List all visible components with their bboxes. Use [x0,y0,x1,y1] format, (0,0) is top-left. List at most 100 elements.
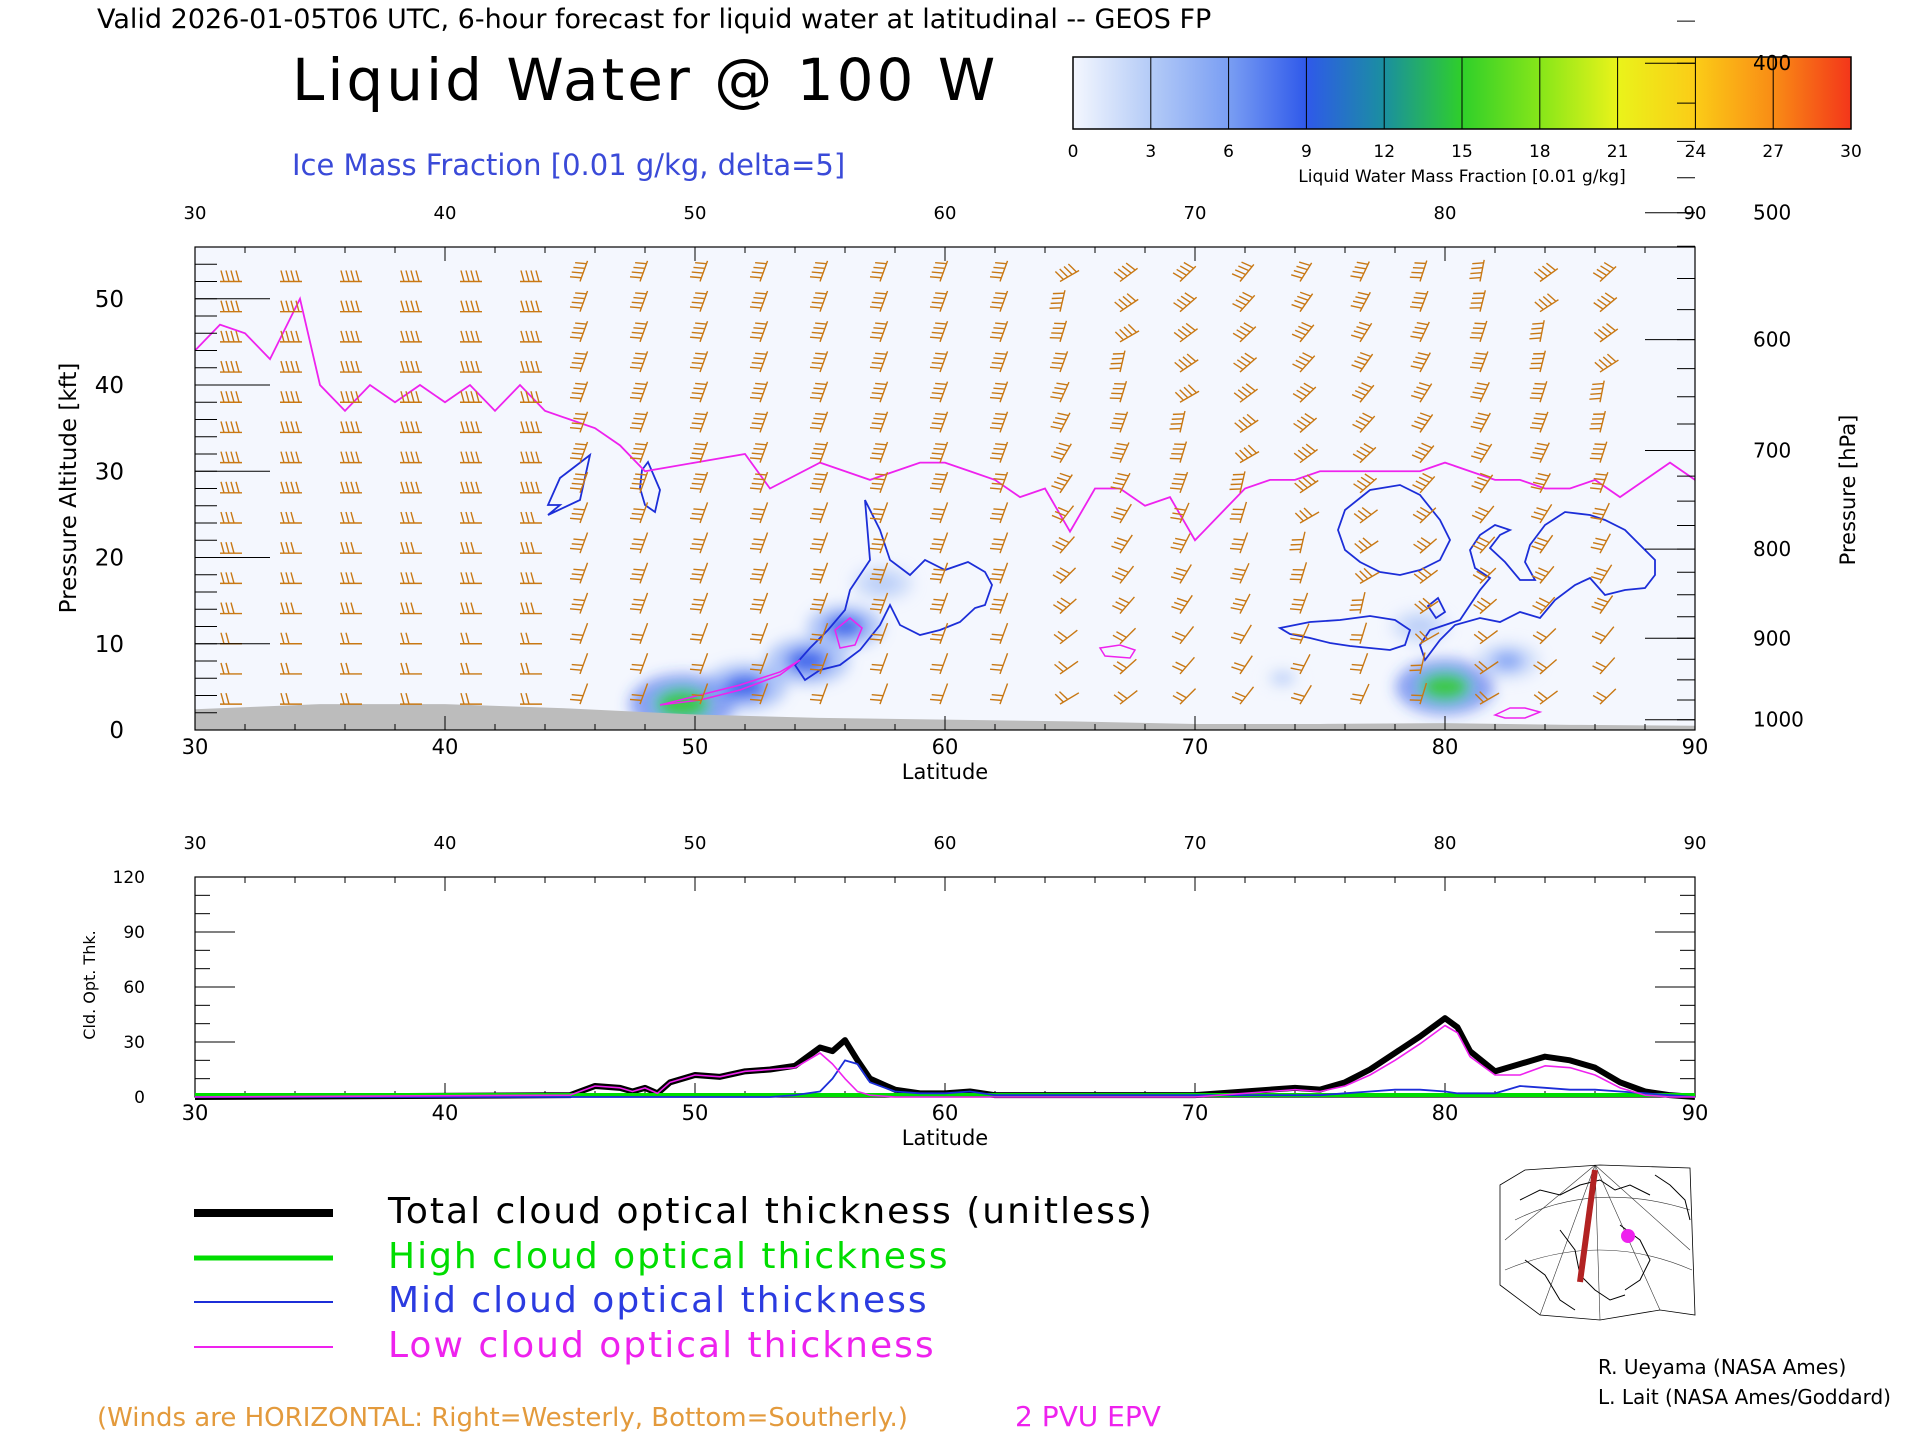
ice-contour-b [639,460,661,514]
main-top-tick-label: 50 [684,203,707,224]
colorbar-tick-label: 9 [1301,142,1312,162]
wind-barb [749,622,769,644]
wind-barb [809,592,829,614]
wind-barb [280,662,302,675]
wind-barb [569,532,589,554]
wind-barb [1472,536,1496,554]
main-top-tick-label: 80 [1434,203,1457,224]
bottom-bottom-tick-label: 60 [932,1101,959,1125]
wind-barb [629,320,649,343]
wind-barb [629,381,649,403]
wind-barb [1591,595,1614,614]
wind-barb [1349,591,1366,614]
wind-barb [929,381,949,403]
wind-barb [1410,321,1430,343]
wind-barb [1410,382,1433,403]
wind-barb [869,351,889,373]
bottom-top-tick-label: 90 [1684,833,1707,854]
wind-barb [1230,624,1252,645]
wind-barb [1054,691,1080,705]
wind-barb [1412,472,1436,494]
wind-barb [929,471,949,494]
wind-barb [460,511,482,524]
wind-barb [460,542,482,554]
wind-barb [1470,442,1493,463]
wind-barb [340,391,362,403]
mid-thickness-line [195,1059,1696,1098]
wind-barb [520,511,542,524]
wind-barb [460,300,482,313]
wind-barb [689,320,709,343]
wind-barb [1473,629,1498,645]
low-thickness-line [194,1024,1695,1098]
wind-barb [1049,290,1066,312]
wind-barb [1171,625,1195,645]
wind-barb [1170,502,1190,524]
wind-barb [989,260,1009,282]
wind-barb [1173,292,1198,313]
wind-barb [280,300,302,313]
colorbar-label: Liquid Water Mass Fraction [0.01 g/kg] [1298,167,1625,187]
wind-barb [1112,627,1137,645]
wind-barb [1050,442,1072,463]
wind-barb [749,683,769,705]
wind-barb [689,381,709,403]
wind-barb [749,320,769,343]
wind-barb [520,391,542,403]
wind-barb [1290,623,1310,645]
colorbar-tick-label: 6 [1223,142,1234,162]
wind-barb [1292,352,1316,373]
valid-time-line: Valid 2026-01-05T06 UTC, 6-hour forecast… [97,4,1211,35]
wind-barb [1350,683,1370,705]
main-top-tick-label: 90 [1684,203,1707,224]
wind-barb [1291,321,1315,343]
main-right-tick-label: 500 [1753,201,1791,225]
wind-barb [1411,442,1435,464]
wind-barb [280,421,302,434]
wind-barb [1290,261,1313,282]
wind-barb [569,562,589,584]
wind-barb [929,351,949,373]
wind-barb [1349,622,1368,644]
colorbar-tick-label: 18 [1529,142,1551,162]
wind-barb [1352,412,1376,433]
wind-barb [220,330,242,343]
bottom-ylabel: Cld. Opt. Thk. [80,930,99,1039]
wind-barb [340,330,362,343]
main-top-tick-label: 70 [1184,203,1207,224]
bottom-y-tick-label: 30 [123,1033,145,1053]
wind-barb [1533,690,1558,705]
wind-barb [809,381,829,403]
wind-barb [1112,596,1135,615]
credit-lait: L. Lait (NASA Ames/Goddard) [1598,1385,1891,1409]
wind-barb [1109,381,1128,403]
wind-barb [989,290,1009,312]
credit-ueyama: R. Ueyama (NASA Ames) [1598,1355,1846,1379]
colorbar-tick-label: 27 [1762,142,1784,162]
bottom-top-tick-label: 50 [684,833,707,854]
colorbar-tick-label: 15 [1451,142,1473,162]
wind-barb [989,471,1009,494]
wind-barb [689,532,709,554]
wind-barb [1291,291,1314,313]
epv-contour-b [1098,644,1137,659]
wind-barb [1290,684,1312,705]
main-right-tick-label: 600 [1753,328,1791,352]
wind-barb [520,330,542,343]
wind-barb [809,622,829,644]
wind-barb [400,270,422,283]
liquid-water-core [1405,618,1435,635]
wind-barb [1054,263,1080,283]
wind-barb [689,411,709,433]
main-plot-background [195,247,1695,730]
wind-barb [1114,323,1140,343]
main-left-tick-label: 20 [95,546,124,572]
wind-barb [929,411,949,433]
wind-barb [869,441,889,463]
wind-barb [749,260,769,282]
wind-barb [1114,293,1139,313]
wind-barbs [220,259,1619,705]
main-right-tick-label: 700 [1753,438,1791,462]
wind-barb [1234,413,1259,434]
